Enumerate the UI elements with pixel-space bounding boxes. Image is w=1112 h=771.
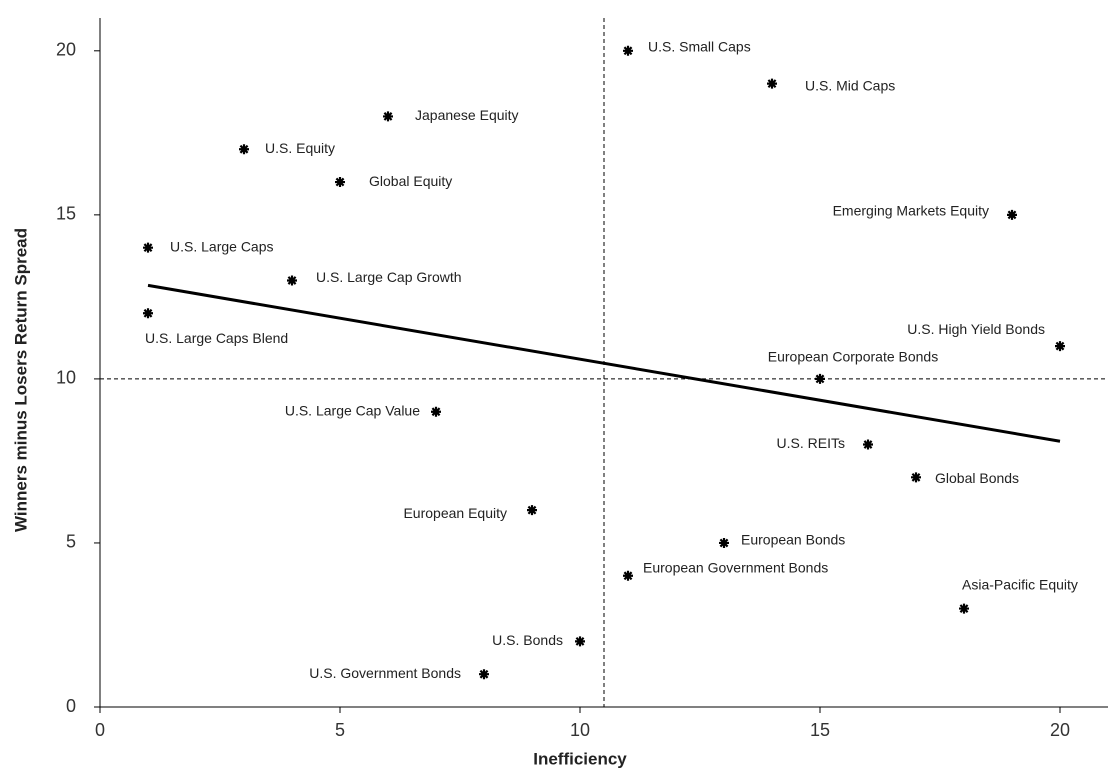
- point: [527, 505, 537, 516]
- point-marker: [959, 603, 969, 614]
- point-label: Japanese Equity: [415, 107, 519, 123]
- point-label: U.S. Large Caps Blend: [145, 330, 288, 346]
- point-marker: [239, 144, 249, 155]
- point: [623, 45, 633, 56]
- point-marker: [1055, 341, 1065, 352]
- point-label: U.S. Government Bonds: [309, 665, 461, 681]
- point-label: U.S. High Yield Bonds: [907, 321, 1045, 337]
- point: [239, 144, 249, 155]
- point-marker: [575, 636, 585, 647]
- y-tick-label: 10: [56, 368, 76, 388]
- point-marker: [863, 439, 873, 450]
- point: [335, 177, 345, 188]
- point-label: European Equity: [403, 505, 507, 521]
- y-tick-label: 15: [56, 204, 76, 224]
- point-label: Global Bonds: [935, 470, 1019, 486]
- point-marker: [431, 406, 441, 417]
- point-marker: [767, 78, 777, 89]
- point-marker: [479, 669, 489, 680]
- point: [623, 570, 633, 581]
- point-marker: [815, 373, 825, 384]
- point-marker: [1007, 209, 1017, 220]
- point-marker: [527, 505, 537, 516]
- point-marker: [335, 177, 345, 188]
- point: [143, 242, 153, 253]
- point-label: U.S. REITs: [777, 435, 845, 451]
- y-tick-label: 0: [66, 696, 76, 716]
- point-label: U.S. Large Caps: [170, 238, 274, 254]
- point: [1007, 209, 1017, 220]
- point: [863, 439, 873, 450]
- point: [431, 406, 441, 417]
- point-marker: [287, 275, 297, 286]
- y-tick-label: 20: [56, 40, 76, 60]
- point-marker: [719, 537, 729, 548]
- x-axis-label: Inefficiency: [533, 749, 627, 768]
- point-label: U.S. Large Cap Growth: [316, 269, 462, 285]
- point-label: U.S. Bonds: [492, 632, 563, 648]
- point-label: U.S. Large Cap Value: [285, 402, 420, 418]
- point-marker: [143, 308, 153, 319]
- point: [575, 636, 585, 647]
- point-marker: [623, 45, 633, 56]
- point-label: Global Equity: [369, 173, 452, 189]
- point-label: U.S. Mid Caps: [805, 77, 895, 93]
- point-label: European Bonds: [741, 532, 845, 548]
- point: [767, 78, 777, 89]
- point-marker: [143, 242, 153, 253]
- y-tick-label: 5: [66, 532, 76, 552]
- point-marker: [623, 570, 633, 581]
- point-label: European Government Bonds: [643, 559, 828, 575]
- point-label: U.S. Equity: [265, 140, 335, 156]
- x-tick-label: 0: [95, 720, 105, 740]
- point: [143, 308, 153, 319]
- x-tick-label: 20: [1050, 720, 1070, 740]
- point-marker: [911, 472, 921, 483]
- point: [1055, 341, 1065, 352]
- x-tick-label: 15: [810, 720, 830, 740]
- point: [479, 669, 489, 680]
- point-label: U.S. Small Caps: [648, 39, 751, 55]
- point: [815, 373, 825, 384]
- point-label: Asia-Pacific Equity: [962, 576, 1078, 592]
- trend-line: [147, 283, 1061, 443]
- point: [959, 603, 969, 614]
- point: [383, 111, 393, 122]
- point: [287, 275, 297, 286]
- point-marker: [383, 111, 393, 122]
- point-label: European Corporate Bonds: [768, 349, 938, 365]
- point-label: Emerging Markets Equity: [833, 203, 989, 219]
- y-axis-label: Winners minus Losers Return Spread: [11, 228, 30, 532]
- x-tick-label: 5: [335, 720, 345, 740]
- point: [719, 537, 729, 548]
- x-tick-label: 10: [570, 720, 590, 740]
- point: [911, 472, 921, 483]
